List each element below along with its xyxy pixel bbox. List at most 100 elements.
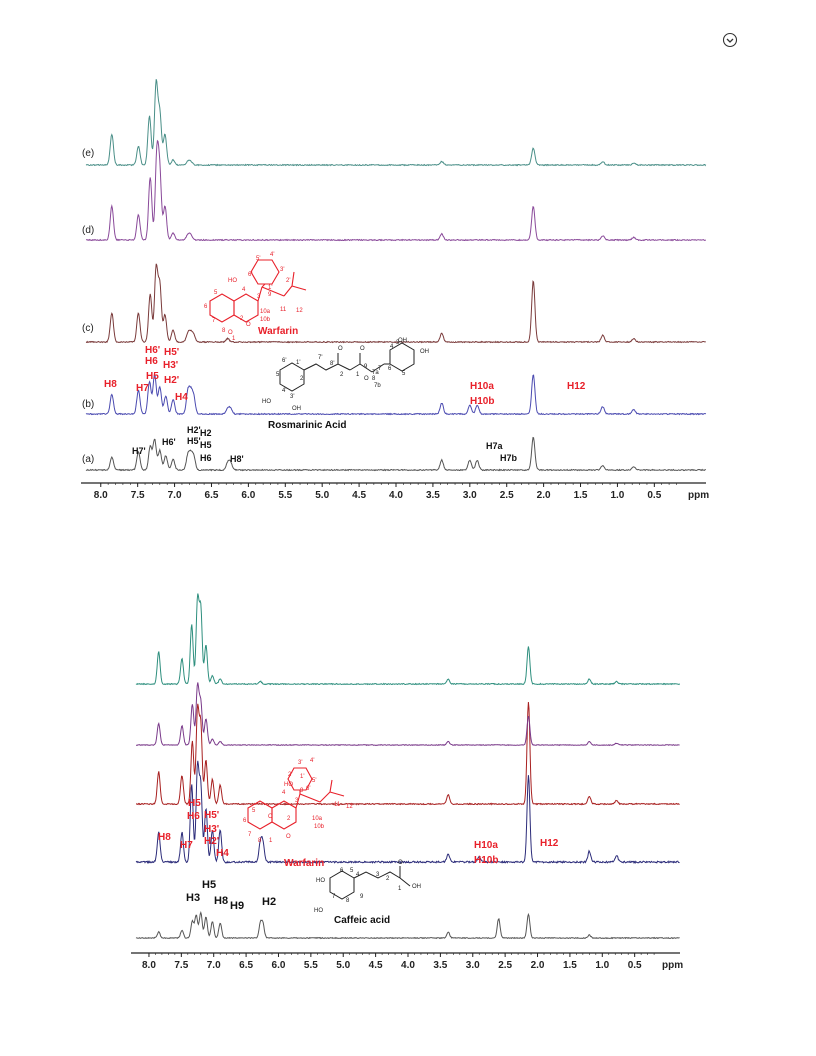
spectrum-trace-4	[136, 682, 680, 747]
x-tick-label: 1.0	[610, 490, 624, 501]
x-tick-label: 6.0	[272, 960, 286, 971]
rosmarinic-atom-label: OH	[292, 406, 301, 412]
warfarin-atom-label: O	[268, 814, 273, 820]
peak-label-red: H12	[540, 838, 559, 849]
warfarin-atom-label: 11	[334, 802, 341, 808]
rosmarinic-atom-label: 6'	[282, 358, 286, 364]
peak-label-red: H2'	[164, 375, 179, 386]
rosmarinic-atom-label: O	[364, 376, 369, 382]
warfarin-atom-label: 7	[212, 318, 216, 324]
peak-label-red: H5	[146, 371, 159, 382]
warfarin-atom-label: O	[246, 322, 251, 328]
rosmarinic-acid-structure	[279, 342, 415, 392]
rosmarinic-atom-label: 3'	[290, 394, 294, 400]
peak-label-red: H5'	[204, 810, 219, 821]
peak-label-red: H10b	[470, 396, 494, 407]
circle-download-icon[interactable]	[722, 32, 738, 48]
peak-label-red: H5	[188, 798, 201, 809]
warfarin-atom-label: 4	[242, 287, 246, 293]
caffeic-atom-label: 7	[332, 894, 336, 900]
rosmarinic-atom-label: 4	[390, 344, 394, 350]
warfarin-atom-label: 5	[214, 290, 218, 296]
spectrum-trace-4	[86, 139, 707, 242]
warfarin-atom-label: 9	[300, 788, 304, 794]
rosmarinic-atom-label: 5	[402, 371, 406, 377]
rosmarinic-atom-label: 2	[340, 372, 344, 378]
caffeic-atom-label: HO	[316, 878, 325, 884]
spectrum-trace-3	[85, 263, 706, 344]
nmr-spectrum-top: 8.0 7.5 7.0 6.5 6.0 5.5 5.0 4.5 4.0 3.5 3.0 2.5 2.0 1…	[81, 79, 709, 501]
peak-label-red: H3'	[204, 824, 219, 835]
caffeic-atom-label: 1	[398, 886, 402, 892]
rosmarinic-atom-label: 9	[364, 364, 368, 370]
x-tick-label: 6.5	[239, 960, 253, 971]
trace-label: (c)	[82, 323, 94, 334]
x-tick-label: 8.0	[142, 960, 156, 971]
peak-label-red: H2'	[204, 836, 219, 847]
caffeic-atom-label: 2	[386, 876, 390, 882]
trace-label: (e)	[82, 148, 94, 159]
peak-label-red: H10a	[474, 840, 498, 851]
rosmarinic-atom-label: 7'	[318, 355, 322, 361]
rosmarinic-atom-label: 1	[356, 372, 360, 378]
warfarin-atom-label: 1'	[300, 774, 304, 780]
peak-label-red: H12	[567, 381, 586, 392]
rosmarinic-atom-label: 1'	[296, 360, 300, 366]
warfarin-atom-label: 2	[240, 316, 244, 322]
peak-label-red: H8	[158, 832, 171, 843]
warfarin-atom-label: 3'	[280, 267, 284, 273]
x-tick-label: 0.5	[628, 960, 642, 971]
caffeic-atom-label: 4	[356, 872, 360, 878]
caffeic-name: Caffeic acid	[334, 915, 390, 926]
warfarin-atom-label: 3	[257, 294, 261, 300]
warfarin-atom-label: 10b	[314, 824, 325, 830]
peak-label-black: H8'	[230, 454, 244, 464]
warfarin-atom-label: 10a	[312, 816, 323, 822]
peak-label-red: H8	[104, 379, 117, 390]
rosmarinic-atom-label: 7a	[372, 370, 379, 376]
peak-label-red: H7	[180, 840, 193, 851]
warfarin-atom-label: 5'	[312, 778, 316, 784]
warfarin-atom-label: 6'	[248, 272, 252, 278]
rosmarinic-atom-label: 5'	[276, 372, 280, 378]
warfarin-structure-top	[209, 259, 307, 323]
caffeic-atom-label: 6	[340, 868, 344, 874]
warfarin-atom-label: 12	[346, 804, 353, 810]
peak-label-black: H9	[230, 900, 244, 912]
spectrum-trace-2	[135, 760, 680, 864]
x-tick-label: 4.0	[389, 490, 403, 501]
warfarin-atom-label: 10a	[260, 309, 271, 315]
peak-label-red: H4	[216, 848, 229, 859]
caffeic-atom-label: 5	[350, 868, 354, 874]
peak-label-red: H7	[136, 383, 149, 394]
peak-label-red: H6'	[145, 345, 160, 356]
warfarin-atom-label: 7	[248, 832, 252, 838]
peak-label-black: H5'	[187, 436, 201, 446]
warfarin-atom-label: 8	[258, 838, 262, 844]
peak-label-red: H3'	[163, 360, 178, 371]
x-tick-label: 5.0	[315, 490, 329, 501]
x-tick-label: 1.5	[574, 490, 588, 501]
warfarin-atom-label: HO	[228, 278, 237, 284]
peak-label-red: H6	[187, 811, 200, 822]
warfarin-atom-label: 5'	[256, 256, 260, 262]
x-tick-label: 4.0	[401, 960, 415, 971]
x-tick-label: 7.5	[174, 960, 188, 971]
warfarin-atom-label: 4'	[310, 758, 314, 764]
rosmarinic-atom-label: 2'	[300, 376, 304, 382]
warfarin-atom-label: 4	[282, 790, 286, 796]
x-tick-label: 3.5	[433, 960, 447, 971]
rosmarinic-name: Rosmarinic Acid	[268, 420, 347, 431]
warfarin-atom-label: 9	[268, 292, 272, 298]
peak-label-red: H6	[145, 356, 158, 367]
caffeic-atom-label: 9	[360, 894, 364, 900]
caffeic-atom-label: HO	[314, 908, 323, 914]
rosmarinic-atom-label: 7b	[374, 383, 381, 389]
x-tick-label: 7.5	[131, 490, 145, 501]
trace-label: (a)	[82, 454, 94, 465]
x-tick-label: 0.5	[647, 490, 661, 501]
x-tick-label: 7.0	[168, 490, 182, 501]
spectrum-trace-5	[135, 593, 680, 686]
